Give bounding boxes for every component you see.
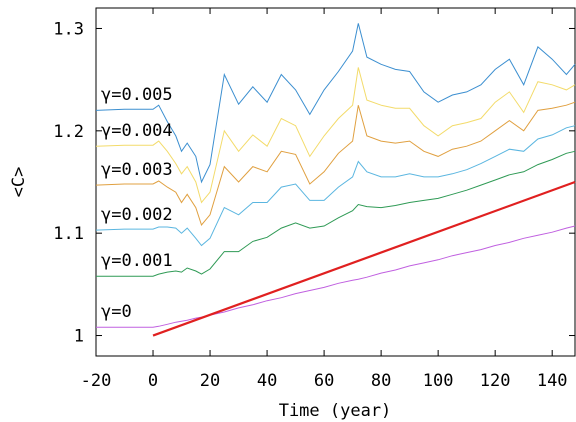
series-label-1: γ=0.004 xyxy=(101,121,173,141)
series-label-2: γ=0.003 xyxy=(101,160,173,180)
series-labels: γ=0.005 γ=0.004 γ=0.003 γ=0.002 γ=0.001 γ=0 xyxy=(101,85,173,322)
x-tick-label-3: 40 xyxy=(257,371,277,391)
x-axis-label: Time (year) xyxy=(279,401,392,421)
series-label-4: γ=0.001 xyxy=(101,251,173,271)
x-tick-label-7: 120 xyxy=(480,371,511,391)
y-tick-label-0: 1 xyxy=(74,327,84,347)
y-axis-label: <C> xyxy=(9,167,29,198)
series-label-3: γ=0.002 xyxy=(101,205,173,225)
series-line-1 xyxy=(95,67,576,204)
series-line-0 xyxy=(95,23,576,184)
x-axis: -20 0 20 40 60 80 100 120 140 xyxy=(81,8,568,391)
series-layer xyxy=(95,23,576,337)
series-label-5: γ=0 xyxy=(101,302,132,322)
x-tick-label-5: 80 xyxy=(371,371,391,391)
series-line-4 xyxy=(96,150,576,277)
series-line-5 xyxy=(96,225,576,328)
x-tick-label-0: -20 xyxy=(81,371,112,391)
y-tick-label-1: 1.1 xyxy=(53,224,84,244)
y-tick-label-3: 1.3 xyxy=(53,19,84,39)
series-line-3 xyxy=(95,125,576,247)
x-tick-label-2: 20 xyxy=(200,371,220,391)
series-line-2 xyxy=(95,101,576,227)
trend-line xyxy=(152,180,576,337)
x-tick-label-1: 0 xyxy=(148,371,158,391)
x-tick-label-4: 60 xyxy=(314,371,334,391)
y-axis: 1 1.1 1.2 1.3 xyxy=(53,19,575,347)
plot-area xyxy=(95,7,576,357)
x-tick-label-8: 140 xyxy=(537,371,568,391)
y-tick-label-2: 1.2 xyxy=(53,122,84,142)
series-label-0: γ=0.005 xyxy=(101,85,173,105)
x-tick-label-6: 100 xyxy=(423,371,454,391)
